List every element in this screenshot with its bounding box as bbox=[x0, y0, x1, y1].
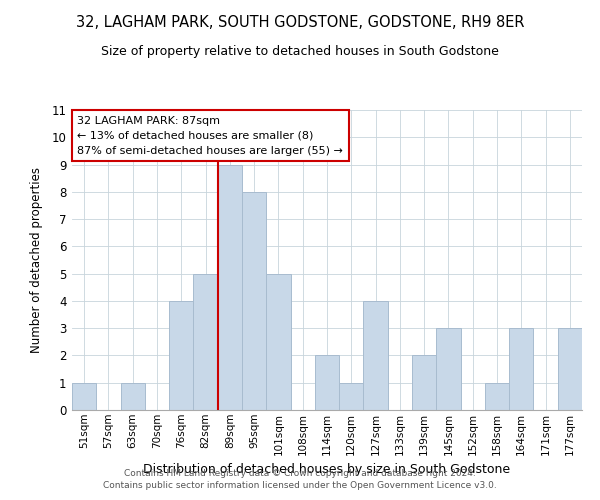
Bar bbox=[412, 356, 436, 410]
Bar bbox=[364, 301, 388, 410]
Bar bbox=[558, 328, 582, 410]
Text: 32 LAGHAM PARK: 87sqm
← 13% of detached houses are smaller (8)
87% of semi-detac: 32 LAGHAM PARK: 87sqm ← 13% of detached … bbox=[77, 116, 343, 156]
Bar bbox=[315, 356, 339, 410]
Bar bbox=[242, 192, 266, 410]
Bar bbox=[218, 164, 242, 410]
Bar bbox=[339, 382, 364, 410]
Text: 32, LAGHAM PARK, SOUTH GODSTONE, GODSTONE, RH9 8ER: 32, LAGHAM PARK, SOUTH GODSTONE, GODSTON… bbox=[76, 15, 524, 30]
Y-axis label: Number of detached properties: Number of detached properties bbox=[30, 167, 43, 353]
Bar bbox=[193, 274, 218, 410]
Text: Size of property relative to detached houses in South Godstone: Size of property relative to detached ho… bbox=[101, 45, 499, 58]
Bar bbox=[169, 301, 193, 410]
Bar bbox=[266, 274, 290, 410]
Bar bbox=[485, 382, 509, 410]
Bar bbox=[72, 382, 96, 410]
Bar bbox=[121, 382, 145, 410]
Text: Contains HM Land Registry data © Crown copyright and database right 2024.
Contai: Contains HM Land Registry data © Crown c… bbox=[103, 468, 497, 490]
Bar bbox=[509, 328, 533, 410]
Bar bbox=[436, 328, 461, 410]
X-axis label: Distribution of detached houses by size in South Godstone: Distribution of detached houses by size … bbox=[143, 463, 511, 476]
